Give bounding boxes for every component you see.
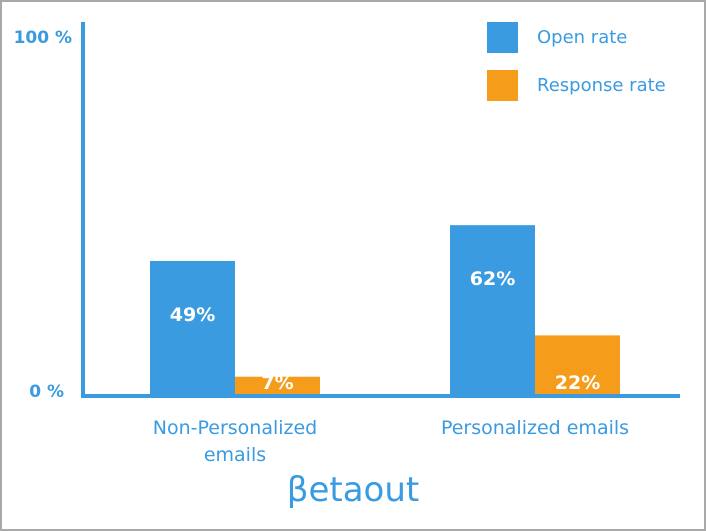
legend-label: Open rate	[537, 27, 627, 48]
bar-response-rate-2	[535, 335, 620, 394]
bar-value-label: 7%	[261, 372, 293, 394]
y-tick-label-top: 100 %	[14, 28, 72, 48]
bar-value-label: 22%	[555, 372, 600, 394]
category-label: Non-Personalized	[153, 417, 318, 439]
legend-swatch-response-rate	[487, 70, 518, 101]
bar-open-rate-2	[450, 225, 535, 394]
bar-value-label: 49%	[170, 304, 215, 326]
brand-logo: βetaout	[286, 470, 420, 510]
category-label: Personalized emails	[441, 417, 629, 439]
category-label: emails	[204, 444, 266, 466]
legend-swatch-open-rate	[487, 22, 518, 53]
y-tick-label-bottom: 0 %	[29, 382, 64, 402]
bar-value-label: 62%	[470, 268, 515, 290]
bar-open-rate-1	[150, 260, 235, 394]
legend-label: Response rate	[537, 75, 666, 96]
bar-response-rate-1	[235, 376, 320, 394]
